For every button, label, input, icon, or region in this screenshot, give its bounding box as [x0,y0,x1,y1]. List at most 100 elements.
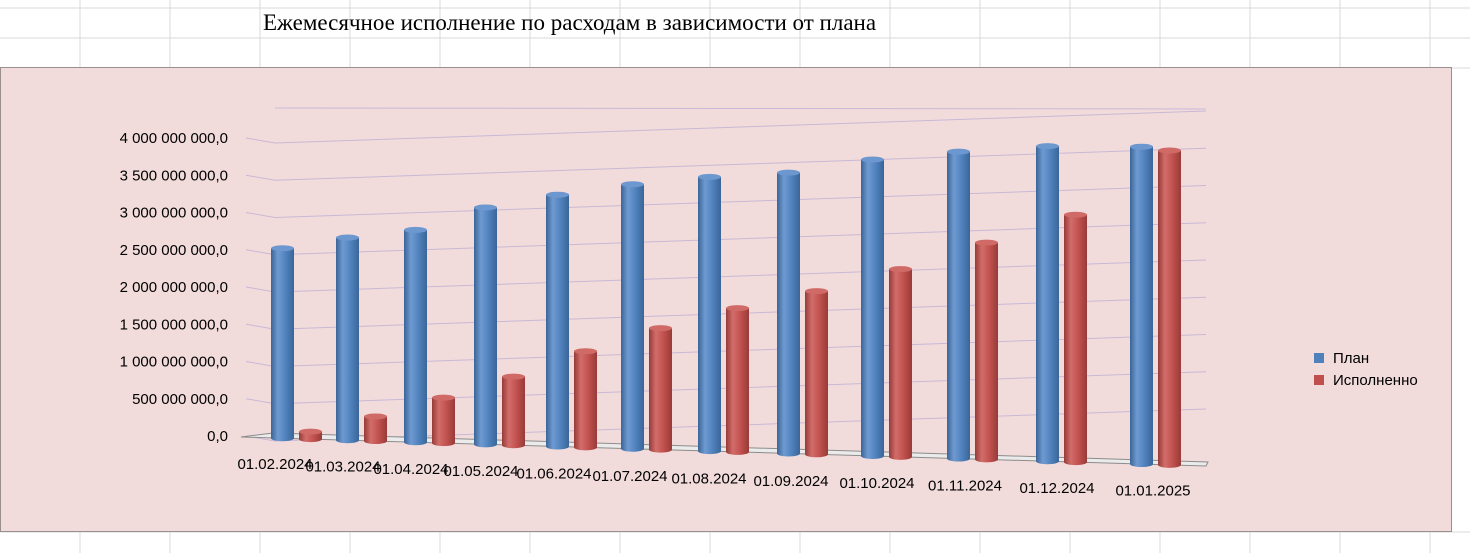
bar-plan-cap [861,156,884,163]
bar-plan [777,169,800,457]
gridline [274,147,1207,181]
y-tick-label: 3 000 000 000,0 [120,205,228,222]
bar-plan-body [947,151,970,459]
gridline [274,110,1207,144]
gridline-side [245,398,276,405]
bar-executed-cap [364,413,387,420]
bar-executed [1064,211,1087,466]
x-axis-labels: 01.02.202401.03.202401.04.202401.05.2024… [237,456,1190,499]
bar-plan-body [861,159,884,456]
bars [271,143,1181,468]
bar-plan [1036,143,1059,465]
bar-plan-base [621,445,644,452]
bar-executed-cap [299,428,322,435]
bar-plan [1130,143,1153,468]
bar-plan-body [474,207,497,445]
bar-executed-base [975,456,998,463]
bar-executed-body [975,242,998,460]
legend-label-executed: Исполненно [1333,371,1418,389]
bar-plan-base [336,437,359,444]
bar-plan [474,204,497,448]
bar-executed-body [1158,150,1181,465]
bar-plan-cap [474,204,497,211]
bar-executed-base [502,442,525,449]
y-axis-labels: 0,0 500 000 000,0 1 000 000 000,0 1 500 000… [120,130,228,445]
bar-plan [336,234,359,444]
bar-plan-cap [1130,143,1153,150]
x-tick-label: 01.08.2024 [671,470,746,487]
bar-plan-cap [1036,143,1059,150]
x-tick-label: 01.09.2024 [753,473,828,490]
bar-plan-base [546,443,569,450]
bar-executed-body [574,351,597,448]
gridline-side [245,323,276,330]
gridline [274,185,1207,218]
bar-plan-cap [336,234,359,241]
x-tick-label: 01.10.2024 [839,475,914,492]
bar-executed-body [502,376,525,446]
bar-executed [889,266,912,460]
bar-plan-cap [271,245,294,252]
bar-executed [364,413,387,445]
bar-plan-cap [777,169,800,176]
bar-executed-cap [805,288,828,295]
bar-executed-body [299,431,322,440]
bar-plan [621,181,644,452]
bar-plan-body [271,248,294,439]
bar-plan-base [861,452,884,459]
bar-executed-cap [649,325,672,332]
bar-plan-body [546,194,569,447]
bar-plan-base [404,439,427,446]
bar-plan-cap [621,181,644,188]
bar-plan-cap [947,148,970,155]
bar-plan-body [1036,146,1059,462]
bar-plan-body [404,229,427,443]
bar-executed [805,288,828,458]
bar-plan-cap [404,226,427,233]
legend-item-plan: План [1314,347,1418,369]
bar-executed-cap [889,266,912,273]
x-tick-label: 01.01.2025 [1115,482,1190,499]
chart-area[interactable]: 0,0 500 000 000,0 1 000 000 000,0 1 500 000… [0,67,1452,532]
bar-plan-body [1130,146,1153,465]
bar-plan-cap [546,191,569,198]
bar-plan-base [1036,458,1059,465]
chart-legend[interactable]: План Исполненно [1314,347,1418,391]
bar-plan-body [698,176,721,452]
sheet-title: Ежемесячное исполнение по расходам в зав… [263,10,877,35]
y-tick-label: 500 000 000,0 [132,391,228,408]
x-tick-label: 01.07.2024 [592,468,667,485]
bar-executed-cap [1158,147,1181,154]
y-tick-label: 3 500 000 000,0 [120,167,228,184]
bar-executed-cap [726,305,749,312]
bar-executed-cap [574,348,597,355]
bar-executed-base [805,451,828,458]
bar-executed [432,394,455,447]
bar-executed-body [726,308,749,452]
bar-plan-body [621,184,644,449]
gridline-side [245,286,276,293]
bar-executed-base [889,453,912,460]
bar-executed-cap [975,239,998,246]
x-tick-label: 01.12.2024 [1019,480,1094,497]
legend-item-executed: Исполненно [1314,369,1418,391]
bar-plan [698,173,721,455]
gridline-top [274,107,1207,110]
bar-plan [947,148,970,462]
bar-plan-body [336,237,359,441]
gridline-side [245,212,276,218]
y-tick-label: 1 000 000 000,0 [120,354,228,371]
bar-executed-cap [502,373,525,380]
y-tick-label: 2 000 000 000,0 [120,279,228,296]
bar-executed-base [432,440,455,447]
bar-executed [975,239,998,463]
chart-plot: 0,0 500 000 000,0 1 000 000 000,0 1 500 000… [120,107,1209,499]
bar-executed [502,373,525,449]
bar-plan-base [1130,461,1153,468]
x-tick-label: 01.04.2024 [373,461,448,478]
y-tick-label: 0,0 [207,428,228,445]
bar-executed-body [364,416,387,442]
bar-executed-body [889,269,912,457]
bar-executed [299,428,322,443]
x-tick-label: 01.06.2024 [516,466,591,483]
